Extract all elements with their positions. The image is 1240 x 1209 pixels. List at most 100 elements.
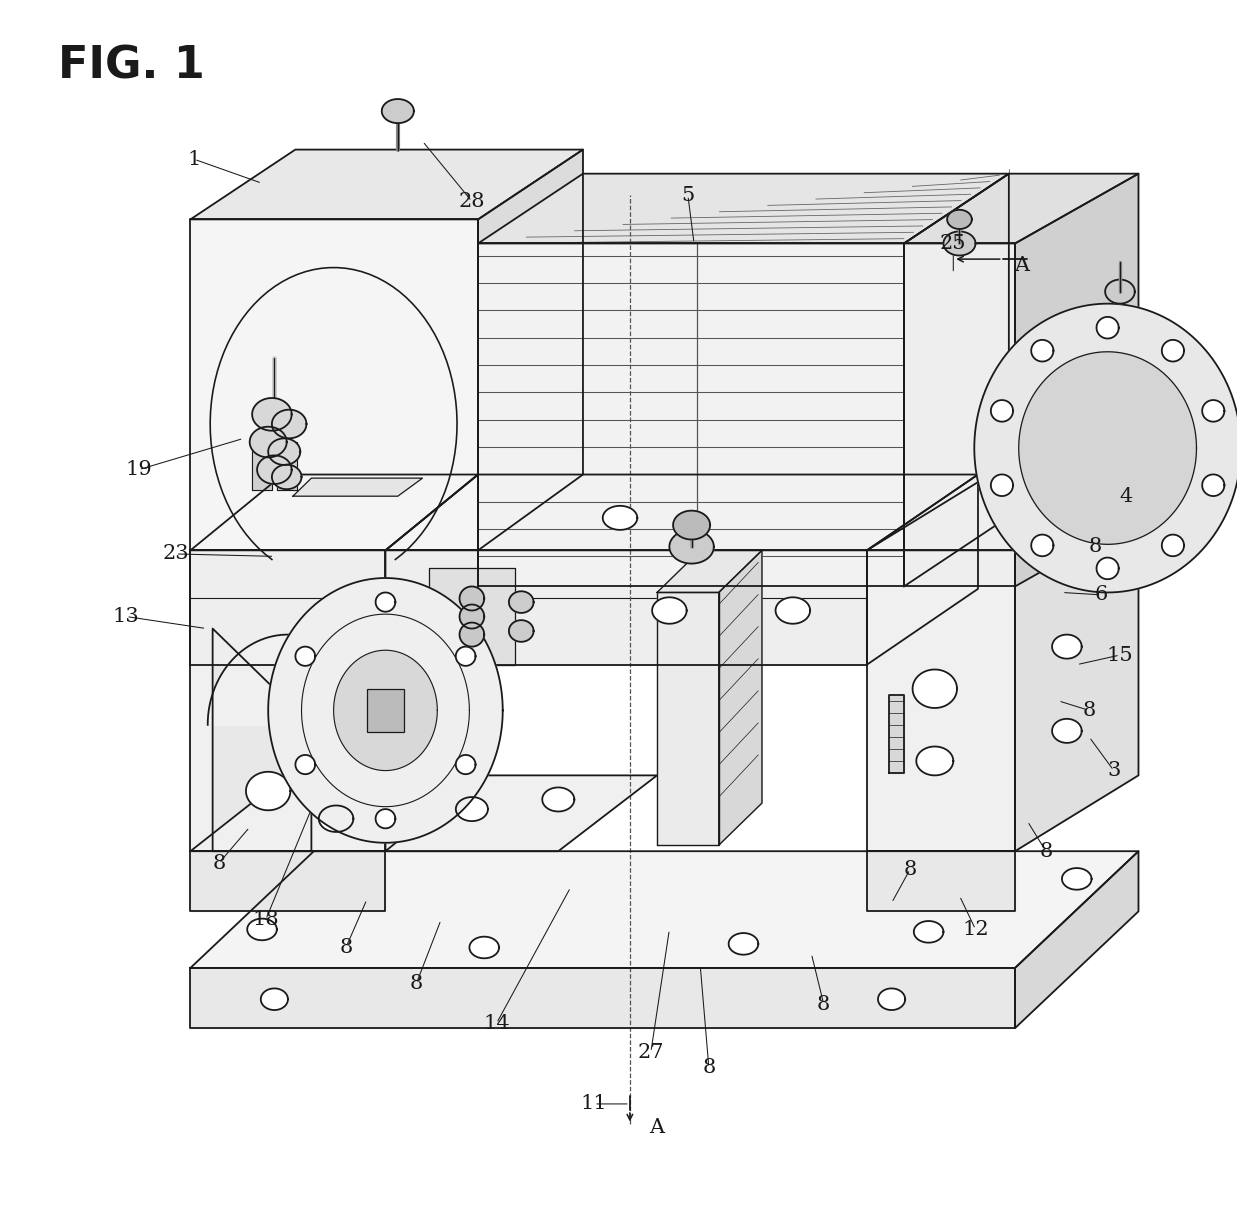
Text: 27: 27 [637, 1042, 665, 1062]
Polygon shape [272, 464, 301, 490]
Polygon shape [246, 771, 290, 810]
Polygon shape [460, 623, 484, 647]
Polygon shape [479, 174, 1009, 243]
Polygon shape [1162, 534, 1184, 556]
Polygon shape [252, 398, 291, 430]
Polygon shape [191, 968, 1016, 1028]
Polygon shape [1105, 279, 1135, 303]
Polygon shape [975, 303, 1240, 592]
Polygon shape [542, 787, 574, 811]
Polygon shape [508, 620, 533, 642]
Polygon shape [1052, 719, 1081, 742]
Polygon shape [1032, 534, 1054, 556]
Polygon shape [191, 550, 386, 851]
Text: 25: 25 [940, 235, 966, 253]
Polygon shape [657, 592, 719, 845]
Polygon shape [470, 937, 498, 959]
Polygon shape [376, 592, 396, 612]
Polygon shape [729, 933, 758, 955]
Polygon shape [252, 442, 272, 490]
Polygon shape [260, 989, 288, 1010]
Text: A: A [650, 1118, 665, 1138]
Polygon shape [319, 805, 353, 832]
Polygon shape [191, 219, 479, 550]
Polygon shape [334, 650, 438, 770]
Text: 8: 8 [1039, 841, 1053, 861]
Polygon shape [508, 591, 533, 613]
Text: 6: 6 [1095, 585, 1109, 604]
Text: A: A [1013, 255, 1029, 274]
Text: 14: 14 [484, 1014, 510, 1032]
Text: FIG. 1: FIG. 1 [58, 45, 205, 88]
Polygon shape [719, 550, 761, 845]
Polygon shape [1016, 474, 1138, 851]
Text: 12: 12 [962, 920, 988, 939]
Polygon shape [456, 647, 475, 666]
Text: 18: 18 [253, 910, 279, 930]
Polygon shape [257, 456, 291, 484]
Polygon shape [670, 530, 714, 563]
Polygon shape [460, 586, 484, 611]
Polygon shape [293, 478, 423, 496]
Text: 8: 8 [702, 1058, 715, 1077]
Polygon shape [191, 150, 583, 219]
Polygon shape [603, 505, 637, 530]
Polygon shape [652, 597, 687, 624]
Polygon shape [479, 243, 904, 586]
Text: 8: 8 [1083, 701, 1096, 719]
Polygon shape [191, 775, 657, 851]
Text: 1: 1 [187, 150, 201, 169]
Text: 8: 8 [409, 974, 423, 993]
Polygon shape [1061, 868, 1091, 890]
Polygon shape [212, 629, 311, 851]
Polygon shape [867, 851, 1016, 912]
Polygon shape [191, 851, 1138, 968]
Polygon shape [904, 174, 1138, 243]
Polygon shape [775, 597, 810, 624]
Polygon shape [456, 754, 475, 774]
Polygon shape [460, 604, 484, 629]
Polygon shape [673, 510, 711, 539]
Polygon shape [1096, 557, 1118, 579]
Text: 8: 8 [212, 854, 226, 873]
Polygon shape [386, 474, 479, 851]
Text: 11: 11 [580, 1094, 608, 1113]
Polygon shape [277, 442, 296, 490]
Text: 19: 19 [125, 461, 153, 479]
Polygon shape [247, 919, 277, 941]
Polygon shape [657, 550, 761, 592]
Text: 15: 15 [1106, 646, 1133, 665]
Polygon shape [456, 797, 487, 821]
Polygon shape [1016, 851, 1138, 1028]
Polygon shape [1016, 174, 1138, 586]
Polygon shape [913, 670, 957, 708]
Polygon shape [991, 474, 1013, 496]
Text: 4: 4 [1120, 487, 1133, 505]
Text: 8: 8 [1089, 537, 1102, 556]
Polygon shape [249, 427, 286, 457]
Polygon shape [376, 809, 396, 828]
Text: 8: 8 [340, 938, 352, 958]
FancyBboxPatch shape [367, 689, 404, 733]
Polygon shape [867, 550, 1016, 851]
Polygon shape [904, 243, 1016, 586]
Polygon shape [916, 746, 954, 775]
Text: 5: 5 [681, 186, 694, 204]
Polygon shape [1032, 340, 1054, 361]
Polygon shape [1202, 400, 1224, 422]
Polygon shape [295, 754, 315, 774]
Polygon shape [889, 695, 904, 773]
Polygon shape [867, 474, 978, 665]
Text: 23: 23 [162, 544, 188, 563]
Polygon shape [1052, 635, 1081, 659]
Polygon shape [947, 210, 972, 229]
Polygon shape [386, 474, 978, 550]
Polygon shape [191, 550, 867, 665]
Polygon shape [1096, 317, 1118, 339]
Text: 8: 8 [817, 995, 831, 1013]
Text: 13: 13 [113, 607, 140, 626]
Text: 8: 8 [904, 860, 916, 879]
Polygon shape [268, 578, 502, 843]
Polygon shape [904, 174, 1009, 586]
Polygon shape [914, 921, 944, 943]
